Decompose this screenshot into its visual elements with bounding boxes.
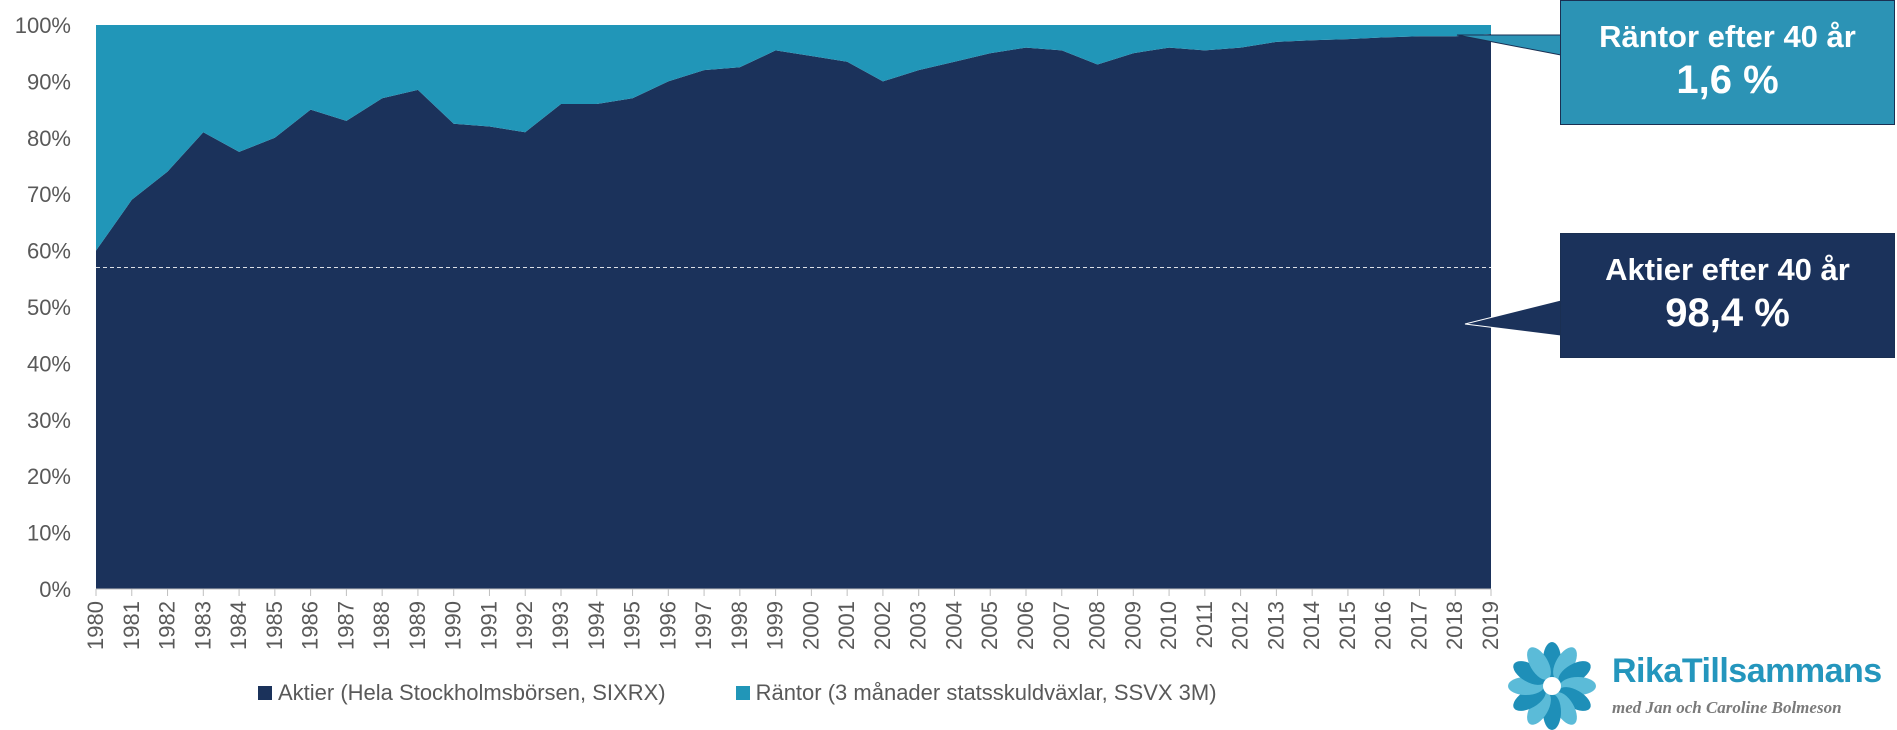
x-tick-label: 1987	[333, 601, 358, 650]
logo-petal	[1527, 647, 1551, 680]
x-tick-label: 2004	[941, 601, 966, 650]
rantor-callout-value: 1,6 %	[1676, 58, 1779, 102]
x-tick-label: 1984	[226, 601, 251, 650]
y-tick-label: 40%	[27, 351, 71, 376]
x-tick-label: 1997	[691, 601, 716, 650]
x-tick-label: 2015	[1335, 601, 1360, 650]
x-tick-label: 2018	[1442, 601, 1467, 650]
x-tick-label: 1980	[83, 601, 108, 650]
y-tick-label: 10%	[27, 521, 71, 546]
x-tick-label: 2006	[1013, 601, 1038, 650]
x-tick-label: 2016	[1371, 601, 1396, 650]
x-tick-label: 1999	[763, 601, 788, 650]
x-tick-label: 1981	[119, 601, 144, 650]
x-tick-label: 2012	[1228, 601, 1253, 650]
x-tick-label: 1992	[512, 601, 537, 650]
x-tick-label: 2017	[1406, 601, 1431, 650]
x-tick-label: 1990	[441, 601, 466, 650]
x-tick-label: 2003	[906, 601, 931, 650]
y-tick-label: 70%	[27, 182, 71, 207]
legend-swatch-rantor	[735, 686, 750, 700]
y-tick-label: 60%	[27, 239, 71, 264]
x-tick-label: 2014	[1299, 601, 1324, 650]
x-tick-label: 1993	[548, 601, 573, 650]
x-tick-label: 1991	[476, 601, 501, 650]
legend-swatch-aktier	[258, 686, 272, 700]
x-tick-label: 2013	[1263, 601, 1288, 650]
y-tick-label: 90%	[27, 69, 71, 94]
aktier-callout-value: 98,4 %	[1665, 291, 1790, 335]
x-tick-label: 1998	[727, 601, 752, 650]
x-axis: 1980 1981 1982 1983 1984 1985 1986 1987 1988 1989…	[83, 588, 1503, 650]
y-tick-label: 30%	[27, 408, 71, 433]
series-area-aktier	[96, 34, 1491, 589]
rantor-callout: Räntor efter 40 år 1,6 %	[1560, 0, 1895, 125]
legend: Aktier (Hela Stockholmsbörsen, SIXRX) Rä…	[258, 680, 1217, 706]
logo-petal	[1553, 692, 1577, 725]
legend-item-aktier: Aktier (Hela Stockholmsbörsen, SIXRX)	[258, 680, 666, 706]
x-tick-label: 2007	[1049, 601, 1074, 650]
rantor-callout-title: Räntor efter 40 år	[1599, 19, 1856, 54]
x-tick-label: 2000	[798, 601, 823, 650]
y-tick-label: 80%	[27, 126, 71, 151]
x-tick-label: 2008	[1085, 601, 1110, 650]
x-tick-label: 1985	[262, 601, 287, 650]
x-tick-label: 2019	[1478, 601, 1503, 650]
logo-petal	[1513, 661, 1546, 685]
logo-petal	[1513, 687, 1546, 711]
logo-petal	[1558, 661, 1591, 685]
logo: RikaTillsammans med Jan och Caroline Bol…	[1500, 640, 1895, 730]
x-tick-label: 1988	[369, 601, 394, 650]
x-tick-label: 2010	[1156, 601, 1181, 650]
x-tick-label: 1982	[155, 601, 180, 650]
x-tick-label: 1986	[298, 601, 323, 650]
series-area-rantor	[96, 25, 1491, 251]
logo-petal	[1527, 692, 1551, 725]
y-tick-label: 0%	[39, 577, 71, 602]
x-tick-label: 2005	[977, 601, 1002, 650]
logo-petal	[1558, 687, 1591, 711]
legend-label-aktier: Aktier (Hela Stockholmsbörsen, SIXRX)	[278, 680, 666, 705]
aktier-callout-title: Aktier efter 40 år	[1605, 252, 1850, 287]
x-tick-label: 1996	[655, 601, 680, 650]
logo-subtitle: med Jan och Caroline Bolmeson	[1612, 698, 1842, 717]
legend-label-rantor: Räntor (3 månader statsskuldväxlar, SSVX…	[755, 680, 1217, 705]
x-tick-label: 1989	[405, 601, 430, 650]
flower-icon	[1508, 642, 1596, 730]
x-tick-label: 1994	[584, 601, 609, 650]
legend-item-rantor: Räntor (3 månader statsskuldväxlar, SSVX…	[735, 680, 1217, 706]
x-tick-label: 2009	[1120, 601, 1145, 650]
aktier-callout: Aktier efter 40 år 98,4 %	[1560, 233, 1895, 358]
x-tick-label: 1995	[620, 601, 645, 650]
y-tick-label: 50%	[27, 295, 71, 320]
plot-area	[96, 25, 1491, 589]
x-tick-label: 2011	[1192, 601, 1217, 648]
x-tick-label: 2002	[870, 601, 895, 650]
y-tick-label: 20%	[27, 464, 71, 489]
logo-petal	[1553, 647, 1577, 680]
x-tick-label: 1983	[190, 601, 215, 650]
y-tick-label: 100%	[15, 13, 71, 38]
y-axis: 0% 10% 20% 30% 40% 50% 60% 70% 80% 90% 100%	[15, 13, 71, 602]
logo-title: RikaTillsammans	[1612, 652, 1882, 690]
x-tick-label: 2001	[834, 601, 859, 650]
